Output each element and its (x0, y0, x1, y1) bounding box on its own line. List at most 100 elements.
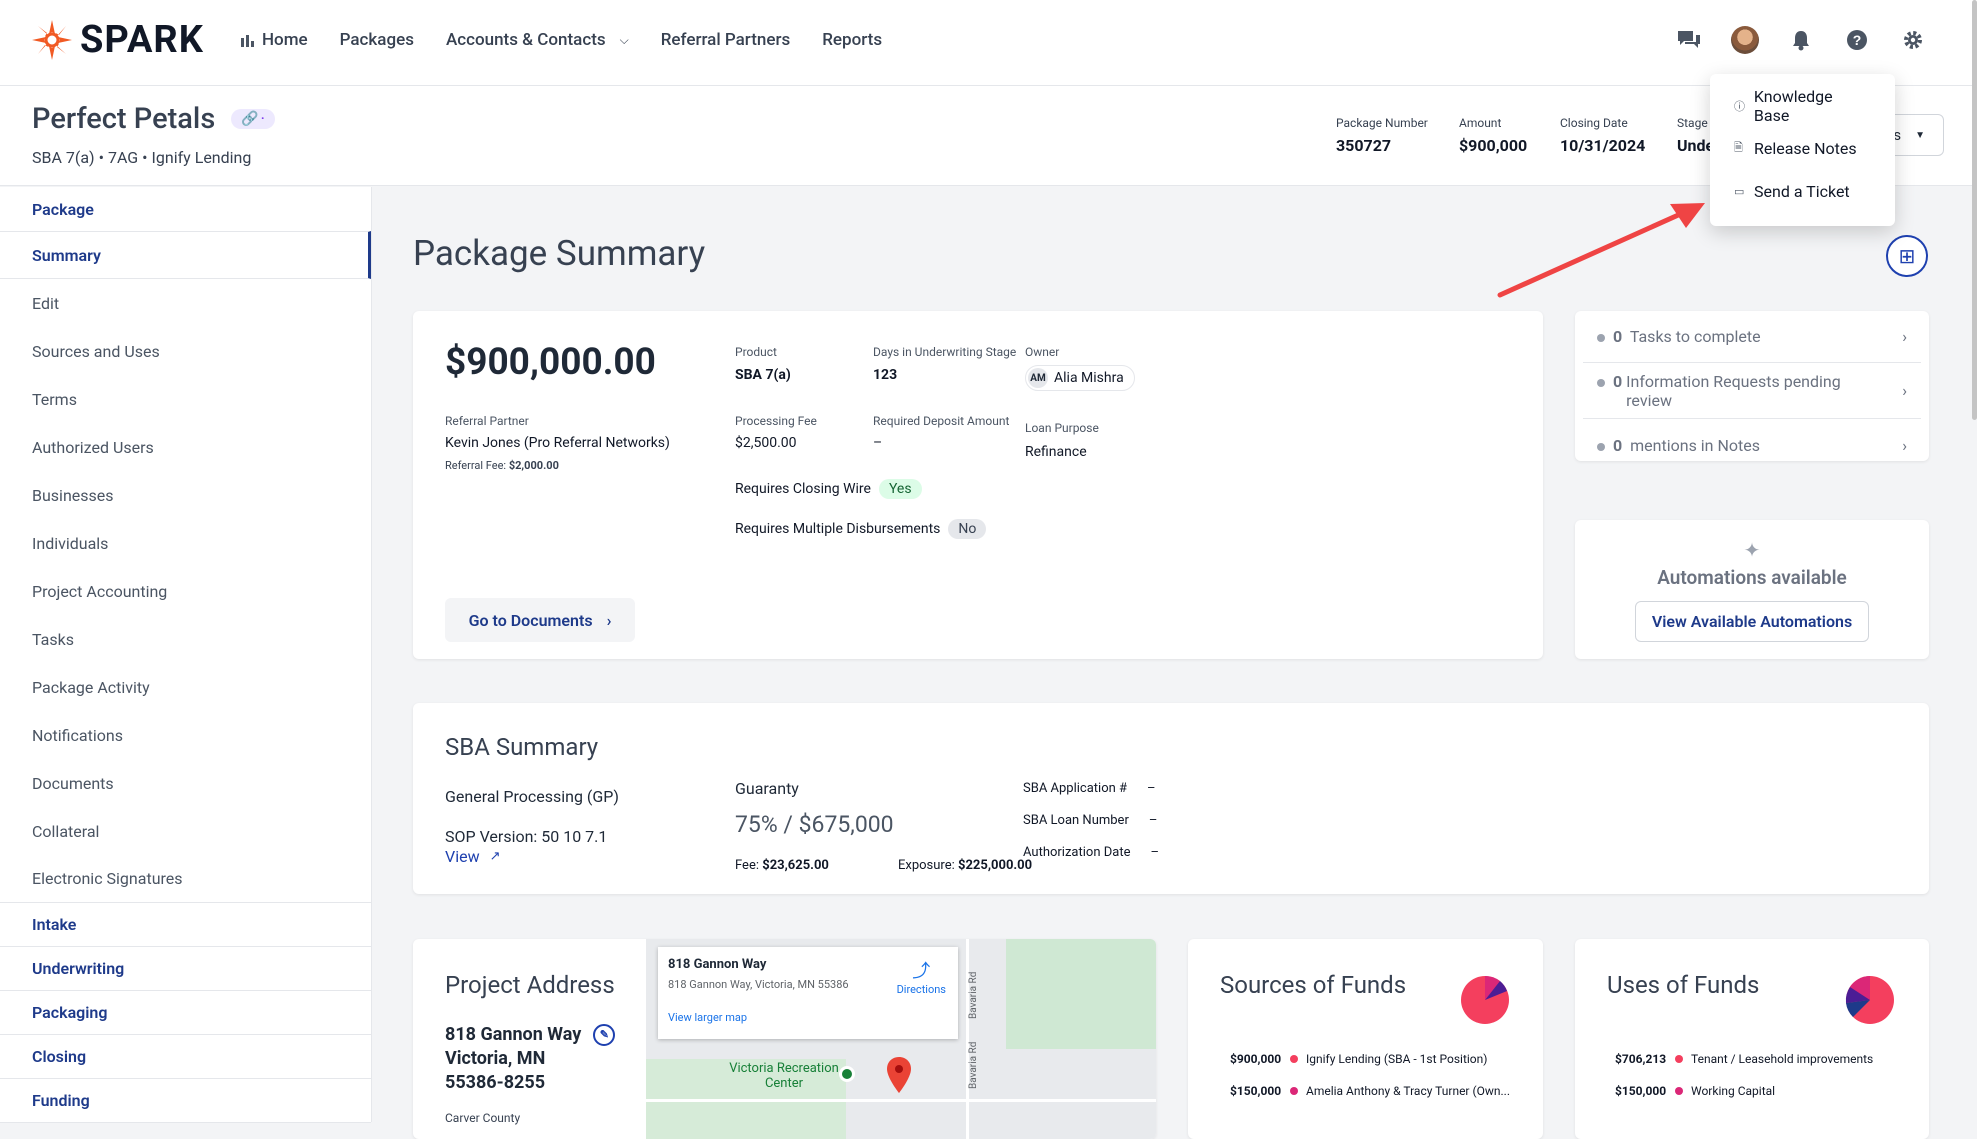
use-label: Working Capital (1691, 1084, 1776, 1098)
sidebar-section-intake[interactable]: Intake (0, 903, 371, 947)
link-chip[interactable]: 🔗 · (231, 109, 275, 129)
closing-date-value: 10/31/2024 (1560, 136, 1646, 155)
chevron-right-icon: › (1902, 327, 1907, 346)
go-to-documents-label: Go to Documents (468, 610, 593, 630)
map-road-label: Bavaria Rd (968, 1041, 979, 1089)
sidebar-item-terms[interactable]: Terms (32, 389, 77, 409)
sidebar-item-authorized-users[interactable]: Authorized Users (32, 437, 154, 457)
scrollbar[interactable] (1972, 0, 1977, 420)
automations-card: ✦ Automations available View Available A… (1575, 520, 1929, 659)
user-avatar[interactable] (1731, 26, 1759, 54)
legend-dot (1290, 1087, 1298, 1095)
loan-amount: $900,000.00 (445, 341, 656, 384)
chevron-right-icon: › (1902, 435, 1907, 455)
sidebar-item-edit[interactable]: Edit (32, 293, 60, 313)
referral-fee: Referral Fee: $2,000.00 (445, 459, 559, 472)
uses-pie-chart (1845, 976, 1894, 1024)
referral-partner-value: Kevin Jones (Pro Referral Networks) (445, 435, 670, 451)
spark-logo[interactable]: SPARK (30, 18, 204, 62)
add-document-button[interactable]: ⊞ (1886, 235, 1928, 277)
sidebar-item-summary[interactable]: Summary (0, 231, 371, 279)
ticket-icon: ▭ (1734, 185, 1745, 198)
info-requests-text: Information Requests pending review (1626, 371, 1841, 410)
sidebar-section-underwriting[interactable]: Underwriting (0, 947, 371, 991)
nav-referral[interactable]: Referral Partners (660, 30, 791, 50)
sidebar-item-businesses[interactable]: Businesses (32, 485, 114, 505)
sidebar-item-sources-uses[interactable]: Sources and Uses (32, 341, 160, 361)
multi-disbursement-label: Requires Multiple Disbursements (735, 521, 941, 537)
map-poi-icon[interactable] (839, 1066, 855, 1082)
menu-knowledge-base[interactable]: ⓘ Knowledge Base (1710, 84, 1895, 127)
sba-summary-title: SBA Summary (445, 733, 599, 761)
amount: Amount $900,000 (1459, 116, 1527, 155)
guaranty-fee-value: $23,625.00 (762, 858, 829, 873)
map-directions-button[interactable]: ⤴ Directions (897, 957, 946, 996)
list-item: $150,000 Amelia Anthony & Tracy Turner (O… (1230, 1075, 1510, 1107)
map-road (646, 1099, 1156, 1102)
map-road (966, 939, 969, 1139)
sparkle-icon: ✦ (1743, 538, 1761, 562)
pie-slice-owners (1485, 975, 1500, 1000)
nav-accounts[interactable]: Accounts & Contacts ⌵ (446, 30, 629, 50)
chevron-right-icon: › (1902, 381, 1907, 400)
gear-icon[interactable] (1899, 26, 1927, 54)
page-title-row: Perfect Petals 🔗 · (32, 102, 275, 136)
menu-release-notes[interactable]: 🗎 Release Notes (1710, 127, 1895, 170)
top-icons: ? (1675, 26, 1927, 54)
owner-chip[interactable]: AM Alia Mishra (1025, 365, 1135, 391)
use-amount: $706,213 (1615, 1052, 1667, 1066)
stage-value: Unde (1677, 136, 1715, 155)
sidebar-section-closing[interactable]: Closing (0, 1035, 371, 1079)
map-place-name: 818 Gannon Way (668, 957, 767, 972)
uses-title: Uses of Funds (1607, 971, 1760, 999)
map-view[interactable]: Bavaria Rd Bavaria Rd Victoria Recreatio… (646, 939, 1156, 1139)
sidebar-section-funding[interactable]: Funding (0, 1079, 371, 1123)
bell-icon[interactable] (1787, 26, 1815, 54)
loan-purpose-value: Refinance (1025, 444, 1087, 460)
nav-packages[interactable]: Packages (339, 30, 414, 50)
svg-text:?: ? (1853, 32, 1862, 48)
sidebar-item-tasks[interactable]: Tasks (32, 629, 74, 649)
pie-slice-working (1850, 976, 1870, 1000)
chat-icon[interactable] (1675, 26, 1703, 54)
edit-icon[interactable]: ✎ (593, 1024, 616, 1046)
document-icon: 🗎 (1734, 141, 1743, 154)
project-address-title: Project Address (445, 971, 615, 999)
loan-purpose-label: Loan Purpose (1025, 421, 1099, 435)
add-file-icon: ⊞ (1898, 244, 1916, 268)
mentions-row[interactable]: 0 mentions in Notes › (1583, 419, 1921, 471)
sidebar-item-package-activity[interactable]: Package Activity (32, 677, 150, 697)
tasks-row[interactable]: 0 Tasks to complete › (1583, 311, 1921, 363)
main-content: Package Summary ⊞ $900,000.00 Referral P… (373, 187, 1977, 1139)
spark-icon (32, 20, 72, 60)
sidebar-item-collateral[interactable]: Collateral (32, 821, 100, 841)
sources-title: Sources of Funds (1220, 971, 1407, 999)
view-automations-button[interactable]: View Available Automations (1634, 601, 1870, 642)
sidebar-item-project-accounting[interactable]: Project Accounting (32, 581, 168, 601)
help-icon[interactable]: ? (1843, 26, 1871, 54)
tasks-text: Tasks to complete (1629, 327, 1761, 346)
map-larger-link[interactable]: View larger map (668, 1011, 748, 1024)
nav-reports[interactable]: Reports (822, 30, 883, 50)
info-requests-row[interactable]: 0 Information Requests pending review › (1583, 363, 1921, 419)
sidebar-item-notifications[interactable]: Notifications (32, 725, 123, 745)
map-pin-icon[interactable] (886, 1057, 912, 1097)
closing-wire-label: Requires Closing Wire (735, 481, 871, 497)
help-menu: ⓘ Knowledge Base 🗎 Release Notes ▭ Send a T… (1710, 74, 1895, 226)
sidebar-item-individuals[interactable]: Individuals (32, 533, 109, 553)
sidebar-section-package[interactable]: Package (32, 199, 94, 219)
owner-label: Owner (1025, 345, 1060, 359)
go-to-documents-button[interactable]: Go to Documents › (445, 598, 635, 642)
sidebar-item-esignatures[interactable]: Electronic Signatures (0, 855, 371, 903)
legend-dot (1675, 1087, 1683, 1095)
sidebar-section-packaging[interactable]: Packaging (0, 991, 371, 1035)
guaranty-value: 75% / $675,000 (735, 811, 894, 838)
sba-view-link[interactable]: View ↗ (445, 847, 501, 866)
menu-send-ticket-label: Send a Ticket (1754, 182, 1850, 201)
sba-app-label: SBA Application # (1023, 781, 1128, 796)
map-directions-label: Directions (896, 983, 946, 996)
menu-send-ticket[interactable]: ▭ Send a Ticket (1710, 170, 1895, 213)
nav-home[interactable]: Home (240, 30, 308, 50)
sba-view-label: View (445, 847, 480, 866)
sidebar-item-documents[interactable]: Documents (32, 773, 114, 793)
